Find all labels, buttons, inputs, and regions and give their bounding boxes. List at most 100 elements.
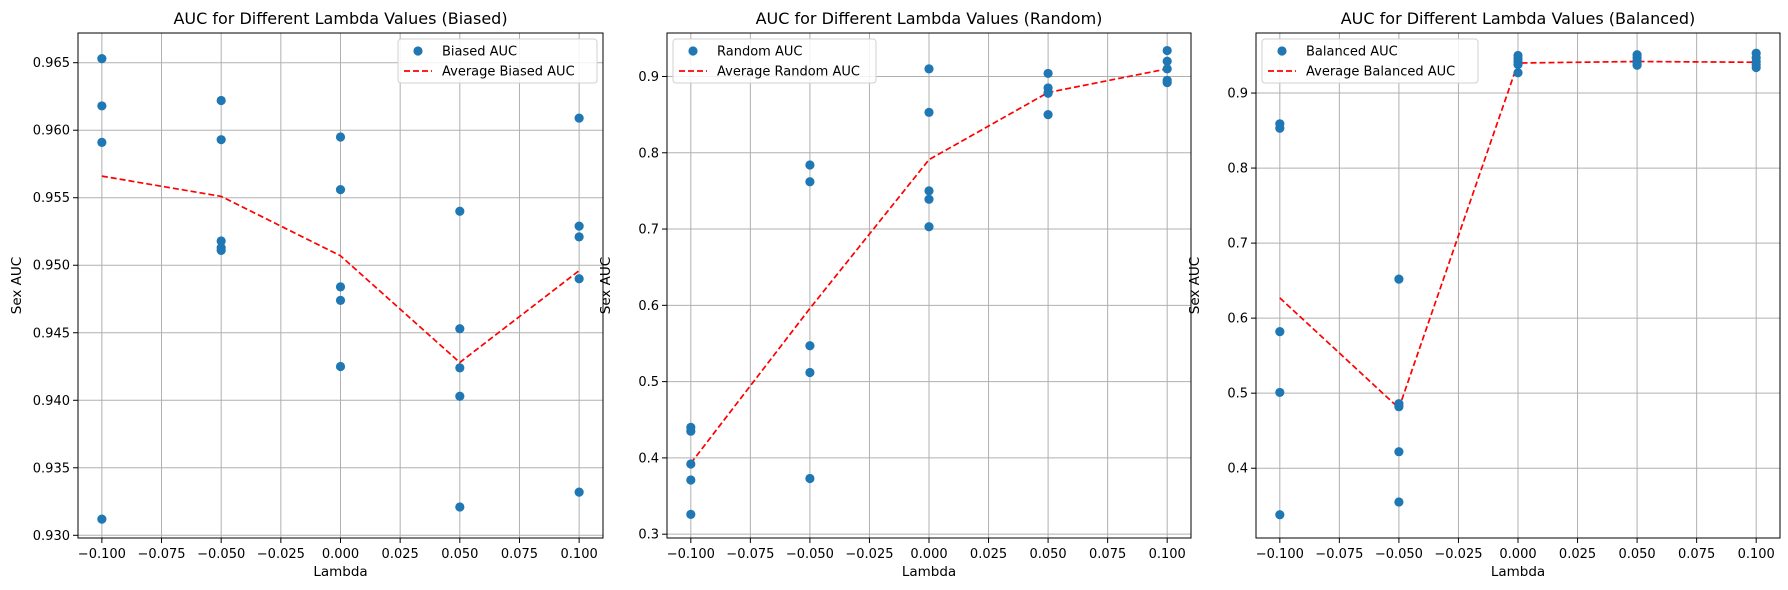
data-point	[1162, 56, 1172, 66]
data-point	[335, 361, 346, 372]
data-point	[924, 64, 934, 74]
data-point	[924, 194, 934, 204]
x-tick-label: 0.050	[1618, 547, 1655, 562]
data-point	[1043, 88, 1053, 98]
data-point	[455, 391, 465, 401]
data-point	[335, 132, 346, 142]
y-tick-label: 0.6	[638, 299, 659, 314]
data-point	[1513, 59, 1523, 70]
data-point	[455, 363, 465, 373]
data-point	[1513, 68, 1523, 78]
chart-title: AUC for Different Lambda Values (Balance…	[1341, 9, 1696, 28]
legend-frame	[1261, 38, 1479, 84]
data-point	[924, 222, 934, 232]
data-point	[1043, 110, 1053, 120]
x-tick-label: 0.075	[1089, 547, 1126, 562]
data-point	[1275, 123, 1285, 133]
axes-frame	[77, 32, 604, 539]
x-tick-label: −0.050	[197, 547, 245, 562]
y-tick-label: 0.940	[33, 394, 70, 409]
data-point	[574, 274, 584, 284]
x-tick-label: 0.025	[382, 547, 419, 562]
data-point	[335, 282, 346, 292]
data-point	[97, 101, 107, 111]
y-tick-label: 0.9	[1227, 87, 1248, 102]
x-tick-label: −0.025	[845, 547, 893, 562]
x-tick-label: −0.050	[786, 547, 834, 562]
data-point	[686, 509, 696, 519]
data-point	[805, 473, 815, 484]
y-axis-label: Sex AUC	[598, 257, 614, 314]
data-point	[216, 135, 226, 145]
x-tick-label: −0.025	[257, 547, 305, 562]
data-point	[924, 107, 934, 117]
data-point	[805, 367, 815, 378]
x-tick-label: 0.050	[1029, 547, 1066, 562]
data-point	[574, 221, 584, 231]
legend-frame	[397, 38, 598, 84]
legend-label: Average Balanced AUC	[1306, 65, 1455, 80]
legend-frame	[672, 38, 877, 84]
axes-frame	[1255, 32, 1781, 539]
data-point	[1275, 510, 1285, 520]
data-point	[97, 54, 107, 64]
y-tick-label: 0.965	[33, 56, 70, 71]
y-axis-label: Sex AUC	[9, 257, 25, 314]
scatter-points	[686, 45, 1172, 519]
data-point	[1043, 68, 1053, 79]
y-tick-label: 0.7	[1227, 237, 1248, 252]
x-tick-label: −0.025	[1434, 547, 1482, 562]
data-point	[455, 206, 465, 216]
y-tick-label: 0.945	[33, 326, 70, 341]
y-tick-label: 0.935	[33, 461, 70, 476]
chart-panel-2: −0.100 −0.075 −0.050 −0.025 0.000 0.025 0.050 0…	[598, 9, 1192, 580]
legend-marker	[688, 46, 698, 56]
y-tick-label: 0.9	[638, 70, 659, 85]
y-tick-label: 0.960	[33, 124, 70, 139]
legend-marker	[413, 46, 423, 56]
average-line	[101, 175, 580, 364]
axes-frame	[666, 32, 1192, 539]
y-tick-label: 0.930	[33, 529, 70, 544]
x-axis-ticks: −0.100 −0.075 −0.050 −0.025 0.000 0.025 0.050 0…	[1256, 538, 1775, 562]
x-axis-ticks: −0.100 −0.075 −0.050 −0.025 0.000 0.025 0.050 0…	[667, 538, 1186, 562]
y-tick-label: 0.3	[638, 528, 659, 543]
y-tick-label: 0.950	[33, 259, 70, 274]
chart-title: AUC for Different Lambda Values (Random)	[756, 9, 1103, 28]
x-tick-label: 0.000	[1499, 547, 1536, 562]
x-axis-label: Lambda	[1491, 564, 1545, 580]
legend-marker	[1277, 46, 1287, 56]
x-tick-label: −0.100	[1256, 547, 1304, 562]
chart-title: AUC for Different Lambda Values (Biased)	[173, 9, 507, 28]
data-point	[574, 232, 584, 242]
x-tick-label: 0.025	[970, 547, 1007, 562]
data-point	[216, 245, 226, 255]
x-tick-label: 0.050	[441, 547, 478, 562]
x-tick-label: 0.000	[910, 547, 947, 562]
y-axis-label: Sex AUC	[1187, 257, 1203, 314]
x-tick-label: 0.100	[561, 547, 598, 562]
x-tick-label: −0.075	[726, 547, 774, 562]
grid-lines	[78, 33, 603, 538]
y-tick-label: 0.6	[1227, 312, 1248, 327]
y-tick-label: 0.5	[638, 375, 659, 390]
data-point	[805, 177, 815, 187]
data-point	[216, 95, 226, 106]
legend-label: Random AUC	[717, 45, 802, 60]
x-tick-label: −0.100	[667, 547, 715, 562]
data-point	[1394, 402, 1404, 412]
scatter-points	[1275, 48, 1761, 520]
x-tick-label: −0.075	[1315, 547, 1363, 562]
y-axis-ticks: 0.4 0.5 0.6 0.7 0.8 0.9	[1227, 87, 1256, 477]
legend-label: Biased AUC	[442, 45, 517, 60]
x-tick-label: 0.075	[501, 547, 538, 562]
data-point	[455, 324, 465, 334]
legend: Random AUC Average Random AUC	[672, 38, 877, 84]
legend-label: Average Biased AUC	[442, 65, 575, 80]
data-point	[1162, 45, 1172, 56]
x-tick-label: −0.100	[78, 547, 126, 562]
data-point	[805, 160, 815, 170]
data-point	[97, 514, 107, 524]
y-tick-label: 0.955	[33, 191, 70, 206]
